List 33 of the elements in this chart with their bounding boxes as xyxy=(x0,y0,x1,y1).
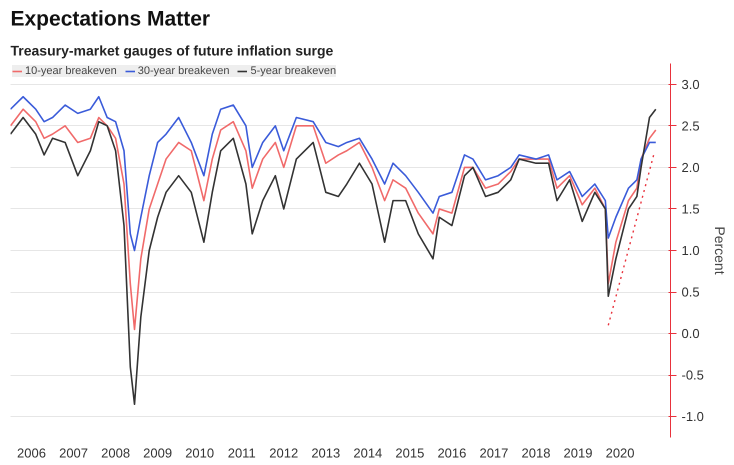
y-tick-label: 3.0 xyxy=(682,76,700,92)
y-tick-label: 2.5 xyxy=(682,118,700,134)
y-tick-label: 0.5 xyxy=(682,284,700,300)
y-tick-label: -1.0 xyxy=(682,409,704,424)
chart-title: Expectations Matter xyxy=(10,8,210,30)
line-series xyxy=(10,96,657,252)
x-tick-label: 2017 xyxy=(479,446,508,460)
x-tick-label: 2013 xyxy=(311,446,340,460)
legend-label: 30-year breakeven xyxy=(138,65,230,77)
y-tick-label: 2.0 xyxy=(682,160,700,175)
legend-label: 5-year breakeven xyxy=(250,65,336,77)
x-tick-label: 2008 xyxy=(101,446,130,460)
x-tick-label: 2007 xyxy=(59,446,88,460)
line-series xyxy=(10,108,657,330)
x-tick-label: 2018 xyxy=(522,446,550,460)
x-tick-label: 2015 xyxy=(395,446,424,460)
x-tick-label: 2020 xyxy=(606,446,635,460)
x-tick-label: 2011 xyxy=(228,446,256,460)
chart-subtitle: Treasury-market gauges of future inflation surge xyxy=(10,42,334,58)
y-tick-label: 0.0 xyxy=(682,326,700,342)
y-tick-label: 1.5 xyxy=(682,201,700,216)
y-tick-label: 1.0 xyxy=(682,243,700,258)
y-tick-label: -0.5 xyxy=(682,368,704,383)
legend-label: 10-year breakeven xyxy=(25,65,117,77)
x-tick-label: 2019 xyxy=(564,446,592,460)
x-tick-label: 2010 xyxy=(185,446,214,460)
line-series xyxy=(10,108,657,406)
x-tick-label: 2006 xyxy=(17,446,46,460)
x-tick-label: 2014 xyxy=(353,446,382,460)
x-tick-label: 2009 xyxy=(143,446,172,460)
y-axis-title: Percent xyxy=(712,226,728,275)
x-tick-label: 2012 xyxy=(269,446,298,460)
x-tick-label: 2016 xyxy=(437,446,466,460)
